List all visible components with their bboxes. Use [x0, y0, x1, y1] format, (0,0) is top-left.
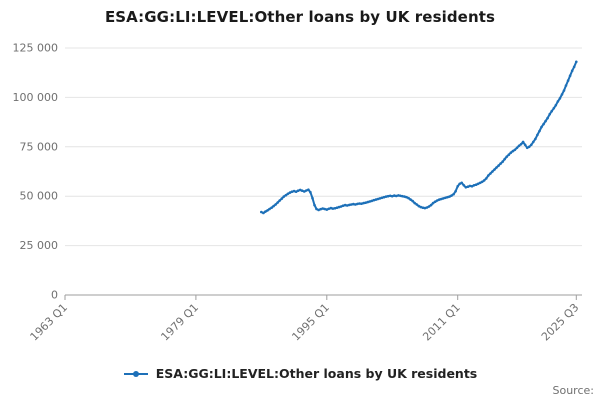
svg-text:100 000: 100 000: [13, 91, 59, 104]
svg-text:1979 Q1: 1979 Q1: [158, 301, 201, 344]
legend-item[interactable]: ESA:GG:LI:LEVEL:Other loans by UK reside…: [0, 366, 600, 381]
source-label: Source:: [552, 384, 595, 397]
legend-line-icon: [123, 370, 148, 377]
svg-text:75 000: 75 000: [20, 140, 59, 153]
svg-text:0: 0: [51, 289, 58, 302]
svg-text:1995 Q1: 1995 Q1: [289, 301, 332, 344]
svg-text:125 000: 125 000: [13, 42, 59, 55]
svg-text:1963 Q1: 1963 Q1: [28, 301, 71, 344]
svg-text:50 000: 50 000: [20, 190, 59, 203]
svg-text:2025 Q3: 2025 Q3: [539, 301, 582, 344]
svg-text:2011 Q1: 2011 Q1: [420, 301, 463, 344]
chart-title: ESA:GG:LI:LEVEL:Other loans by UK reside…: [104, 8, 496, 26]
legend-label: ESA:GG:LI:LEVEL:Other loans by UK reside…: [155, 366, 478, 381]
svg-text:25 000: 25 000: [20, 239, 59, 252]
